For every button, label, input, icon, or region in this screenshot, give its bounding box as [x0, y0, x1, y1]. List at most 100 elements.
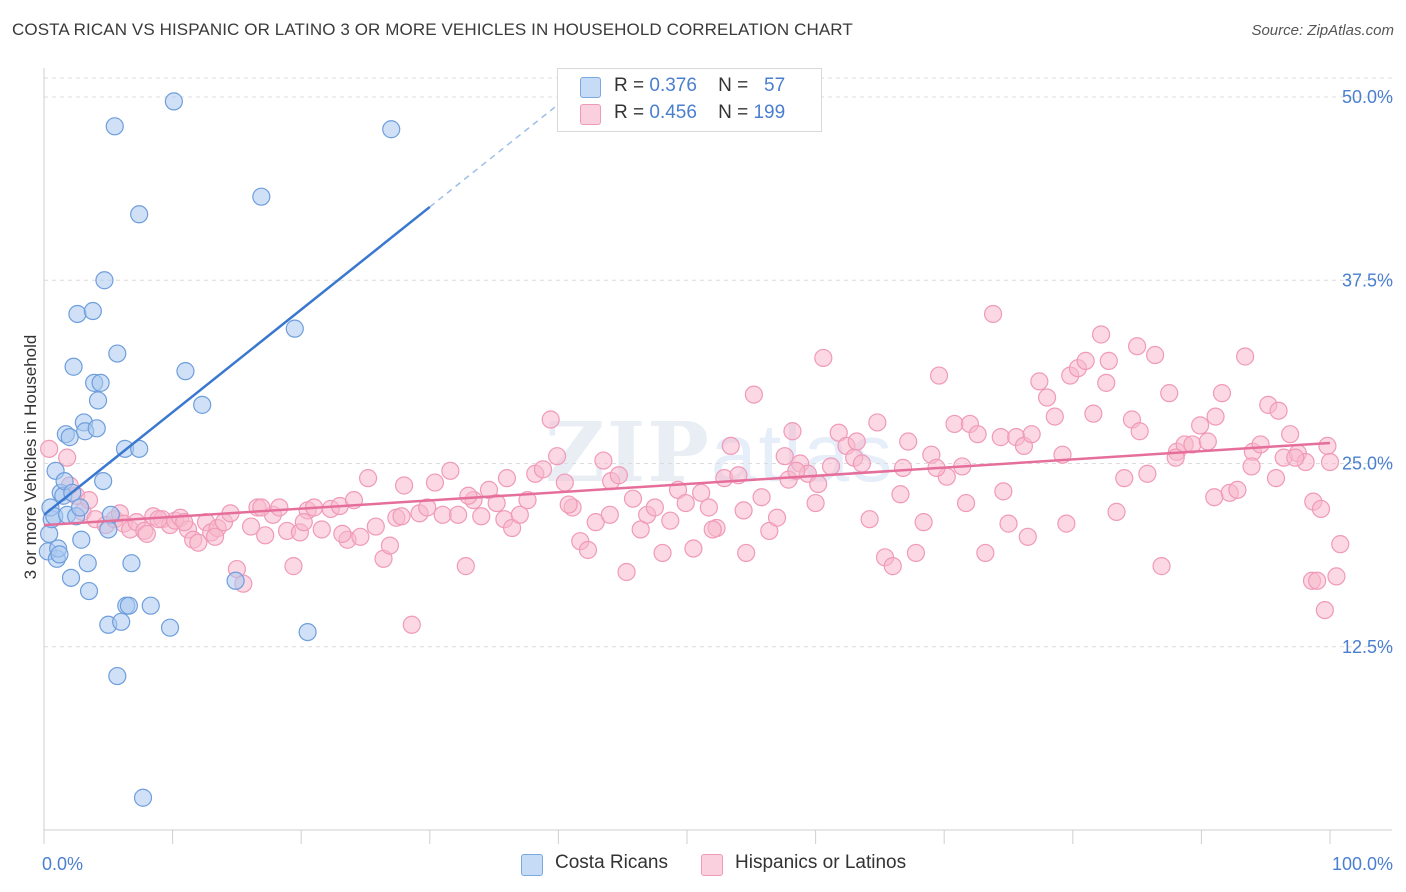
- hispanic-point: [392, 507, 411, 526]
- hispanic-point: [721, 436, 740, 456]
- hispanic-point: [1097, 373, 1116, 392]
- costa-rican-point: [122, 554, 141, 573]
- hispanic-point: [787, 461, 806, 480]
- hispanic-point: [312, 520, 331, 539]
- trend-lines: [43, 103, 1331, 527]
- hispanic-point: [1045, 407, 1064, 426]
- hispanic-point: [852, 454, 871, 473]
- hispanic-point: [333, 524, 352, 543]
- hispanic-point: [418, 498, 437, 517]
- costa-rican-point: [108, 344, 127, 363]
- y-tick-label: 12.5%: [1342, 637, 1393, 657]
- hispanic-point: [1084, 404, 1103, 423]
- costa-rican-point: [70, 498, 90, 517]
- hispanic-point: [1308, 571, 1327, 590]
- legend-n-label: N =: [718, 102, 749, 123]
- hispanic-point: [1315, 600, 1334, 620]
- hispanic-point: [1057, 514, 1076, 533]
- hispanic-point: [459, 486, 478, 505]
- hispanic-point: [1318, 436, 1337, 456]
- y-tick-label: 50.0%: [1342, 87, 1393, 107]
- costa-rican-point: [141, 596, 160, 615]
- hispanic-point: [1327, 567, 1346, 586]
- hispanic-point: [999, 514, 1018, 533]
- hispanic-point: [294, 513, 313, 532]
- hispanic-point: [548, 447, 567, 466]
- hispanic-point: [578, 540, 598, 560]
- legend-r-label: R =: [614, 102, 645, 123]
- costa-rican-point: [164, 92, 183, 111]
- hispanic-point: [1160, 384, 1179, 403]
- hispanic-point: [737, 543, 756, 563]
- costa-rican-point: [130, 205, 149, 224]
- hispanic-point: [1281, 425, 1300, 444]
- hispanic-point: [983, 304, 1003, 324]
- legend-r-label: R =: [614, 75, 645, 96]
- hispanic-point: [684, 539, 703, 558]
- hispanic-point: [252, 498, 271, 517]
- hispanic-point: [1206, 407, 1225, 426]
- axes: [43, 68, 1392, 844]
- costa-rican-point: [119, 596, 138, 615]
- hispanic-point: [1138, 464, 1157, 483]
- hispanic-point: [205, 527, 225, 546]
- costa-rican-point: [87, 419, 106, 438]
- hispanic-point: [555, 473, 574, 492]
- hispanic-point: [945, 414, 964, 434]
- hispanic-point: [40, 439, 59, 458]
- costa-rican-point: [95, 271, 114, 290]
- hispanic-point: [518, 491, 537, 510]
- hispanic-point: [956, 493, 976, 513]
- hispanic-point: [893, 458, 913, 477]
- hispanic-point: [752, 488, 771, 507]
- hispanic-point: [441, 461, 460, 480]
- costa-rican-point: [285, 319, 304, 338]
- costa-rican-point: [64, 357, 83, 376]
- hispanic-point: [533, 460, 553, 479]
- hispanic-point: [1115, 469, 1134, 488]
- hispanic-point: [189, 533, 208, 552]
- hispanic-point: [1018, 527, 1037, 546]
- costa-rican-point: [252, 187, 271, 206]
- hispanic-point: [1320, 452, 1340, 472]
- series-legend: Costa Ricans Hispanics or Latinos: [0, 852, 1406, 878]
- hispanic-point: [814, 348, 833, 368]
- hispanic-point: [883, 557, 902, 576]
- hispanic-point: [976, 543, 995, 563]
- costa-rican-point: [79, 581, 99, 601]
- hispanic-point: [1228, 480, 1247, 499]
- hispanic-point: [600, 505, 619, 524]
- hispanic-point: [497, 469, 517, 488]
- legend-r-value: 0.376: [649, 75, 697, 96]
- hispanic-point: [270, 498, 289, 517]
- hispanic-point: [1191, 416, 1210, 435]
- costa-rican-point: [61, 568, 81, 587]
- costa-rican-point: [193, 395, 212, 414]
- hispanic-point: [767, 508, 787, 527]
- hispanic-point: [559, 495, 578, 514]
- hispanic-point: [456, 557, 475, 576]
- costa-rican-point: [91, 373, 110, 392]
- correlation-legend: R = 0.376 N = 57 R = 0.456 N = 199: [557, 68, 822, 132]
- costa-rican-point: [133, 788, 153, 807]
- hispanic-point: [510, 505, 529, 524]
- costa-rican-point: [78, 554, 97, 573]
- hispanic-point: [699, 498, 718, 517]
- hispanic-point: [394, 476, 414, 495]
- hispanic-points: [40, 304, 1350, 634]
- costa-rican-point: [176, 362, 195, 381]
- hispanic-point: [653, 543, 672, 563]
- hispanic-point: [929, 366, 949, 385]
- hispanic-point: [351, 527, 370, 546]
- hispanic-point: [472, 507, 491, 526]
- hispanic-point: [366, 517, 385, 536]
- hispanic-point: [617, 562, 636, 582]
- hispanic-point: [968, 425, 987, 444]
- legend-n-value: 57: [764, 75, 786, 96]
- costa-rican-point: [88, 391, 108, 410]
- hispanic-point: [775, 447, 794, 466]
- hispanic-point: [541, 410, 560, 429]
- hispanic-point: [1286, 448, 1305, 467]
- legend-label: Hispanics or Latinos: [735, 852, 907, 873]
- hispanic-point: [1212, 384, 1232, 403]
